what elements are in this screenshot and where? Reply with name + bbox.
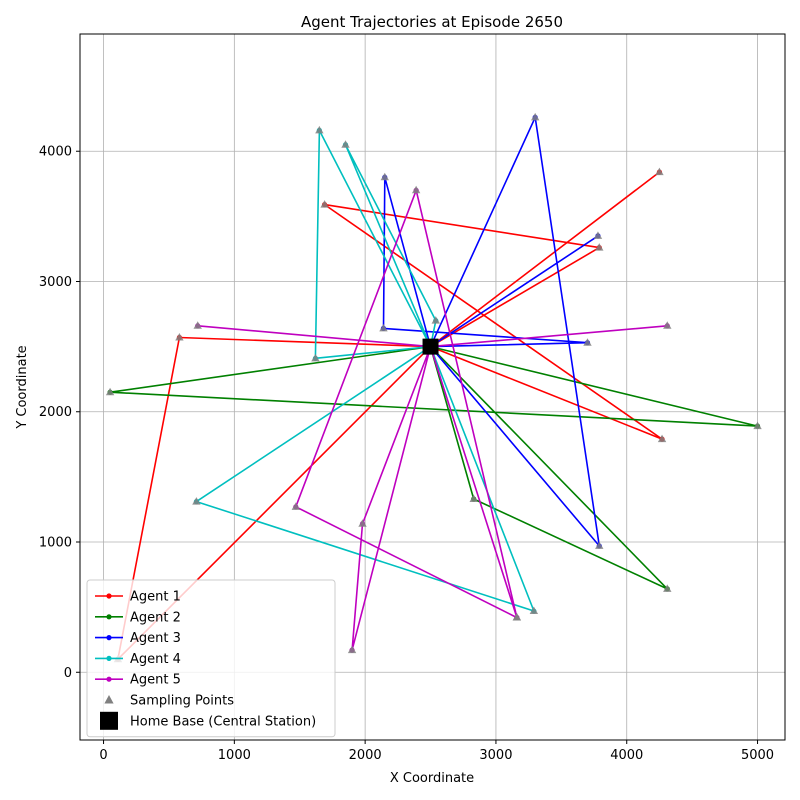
legend-point-agent-4 [106,655,112,662]
sampling-point-marker [663,321,672,329]
legend-point-agent-2 [106,614,112,620]
y-tick-label: 1000 [39,536,72,551]
sampling-point-marker [593,231,603,239]
legend-label: Agent 2 [130,610,181,625]
legend-point-agent-3 [106,635,112,641]
legend-label: Sampling Points [130,694,234,709]
sampling-point-marker [595,541,604,549]
sampling-point-marker [320,200,329,208]
legend-label: Home Base (Central Station) [130,714,316,729]
sampling-point-marker [193,321,202,329]
sampling-point-marker [380,172,389,181]
sampling-point-marker [192,497,201,505]
sampling-point-marker [291,502,301,510]
x-axis-label: X Coordinate [390,771,474,786]
plot-frame [79,33,786,741]
sampling-point-marker [411,185,421,194]
x-tick-label: 0 [99,748,107,763]
sampling-point-marker [341,140,350,148]
legend-label: Agent 4 [130,652,181,667]
agent-1-trajectory [117,171,663,661]
y-tick-label: 4000 [39,145,72,160]
sampling-point-marker [530,112,540,121]
legend-box [86,579,336,738]
home-base-marker [422,338,439,355]
axis-ticks: 0 1000 2000 3000 4000 5000 0 1000 2000 3000 4000 [39,145,774,763]
sampling-points-layer [105,112,762,663]
sampling-point-marker [529,606,539,615]
x-tick-label: 2000 [349,748,382,763]
sampling-point-marker [358,519,367,527]
sampling-point-marker [431,316,440,324]
sampling-point-marker [105,387,115,396]
chart-title: Agent Trajectories at Episode 2650 [301,13,563,31]
sampling-point-marker [595,243,604,251]
x-tick-label: 5000 [741,748,774,763]
legend-sampling-marker [104,695,114,704]
x-tick-label: 1000 [218,748,251,763]
y-axis-label: Y Coordinate [15,345,30,429]
sampling-point-marker [512,613,522,621]
sampling-point-marker [175,333,184,341]
sampling-point-marker [347,645,357,654]
sampling-point-marker [583,338,592,346]
y-tick-label: 3000 [39,275,72,290]
sampling-point-marker [657,434,667,443]
sampling-point-marker [379,323,388,332]
legend-home-base-marker [100,711,118,730]
x-tick-label: 4000 [610,748,643,763]
x-tick-label: 3000 [479,748,512,763]
sampling-point-marker [315,125,324,134]
y-tick-label: 2000 [39,405,72,420]
agent-3-trajectory [382,116,601,547]
sampling-point-marker [311,353,320,362]
legend-point-agent-1 [106,593,112,599]
agent-4-trajectory [195,129,535,612]
legend: Agent 1 Agent 2 Agent 3 Agent 4 Agent 5 Sampl… [86,579,336,738]
legend-label: Agent 3 [130,631,181,646]
legend-point-agent-5 [106,676,112,682]
sampling-point-marker [753,421,762,430]
sampling-point-marker [663,584,672,592]
sampling-point-marker [469,494,478,503]
legend-label: Agent 5 [130,673,181,688]
sampling-point-marker [655,167,664,176]
legend-label: Agent 1 [130,590,181,605]
agent-2-trajectory [109,345,759,590]
y-tick-label: 0 [64,666,72,681]
